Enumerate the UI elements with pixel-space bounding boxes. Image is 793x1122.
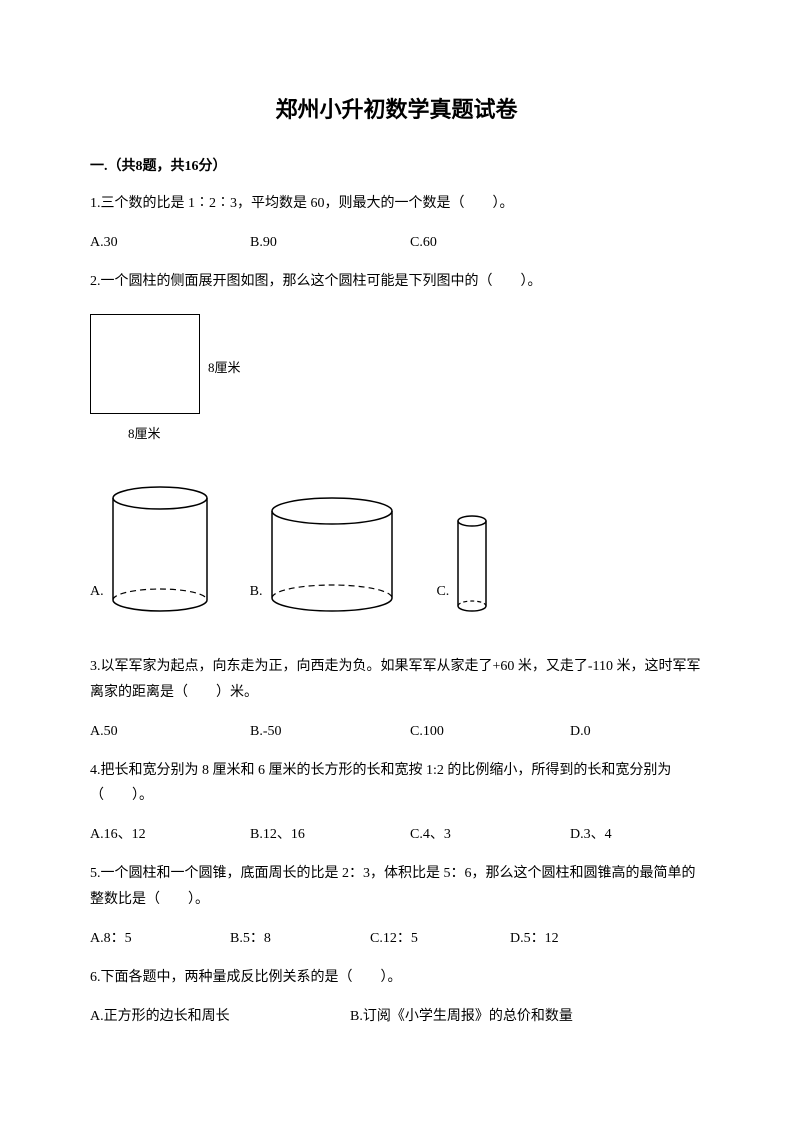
q3-opt-d: D.0 — [570, 719, 690, 744]
q5-opt-c: C.12：5 — [370, 926, 510, 951]
q5-opt-b: B.5：8 — [230, 926, 370, 951]
q6-opt-a: A.正方形的边长和周长 — [90, 1004, 350, 1029]
question-6: 6.下面各题中，两种量成反比例关系的是（ ）。 — [90, 965, 703, 990]
q1-opt-b: B.90 — [250, 230, 410, 255]
question-6-options: A.正方形的边长和周长 B.订阅《小学生周报》的总价和数量 — [90, 1004, 703, 1029]
q4-opt-b: B.12、16 — [250, 822, 410, 847]
question-5-options: A.8：5 B.5：8 C.12：5 D.5：12 — [90, 926, 703, 951]
q4-opt-c: C.4、3 — [410, 822, 570, 847]
cylinder-options-row: A. B. C. — [90, 474, 703, 614]
q5-opt-a: A.8：5 — [90, 926, 230, 951]
question-1-options: A.30 B.90 C.60 — [90, 230, 703, 255]
cylinder-b-icon — [268, 496, 396, 614]
page-title: 郑州小升初数学真题试卷 — [90, 90, 703, 130]
square-label-bottom: 8厘米 — [128, 422, 161, 445]
q1-opt-a: A.30 — [90, 230, 250, 255]
square-unfold-diagram: 8厘米 8厘米 — [90, 314, 290, 444]
q2-option-c: C. — [436, 514, 489, 614]
q4-opt-a: A.16、12 — [90, 822, 250, 847]
question-2: 2.一个圆柱的侧面展开图如图，那么这个圆柱可能是下列图中的（ ）。 — [90, 269, 703, 294]
question-4: 4.把长和宽分别为 8 厘米和 6 厘米的长方形的长和宽按 1:2 的比例缩小，… — [90, 758, 703, 808]
q1-opt-c: C.60 — [410, 230, 570, 255]
q2-opt-b-label: B. — [250, 579, 263, 614]
q3-opt-c: C.100 — [410, 719, 570, 744]
q2-option-a: A. — [90, 484, 210, 614]
q6-opt-b: B.订阅《小学生周报》的总价和数量 — [350, 1004, 573, 1029]
question-3: 3.以军军家为起点，向东走为正，向西走为负。如果军军从家走了+60 米，又走了-… — [90, 654, 703, 704]
q2-option-b: B. — [250, 496, 397, 614]
cylinder-a-icon — [110, 484, 210, 614]
question-1: 1.三个数的比是 1∶2∶3，平均数是 60，则最大的一个数是（ ）。 — [90, 191, 703, 216]
q2-opt-c-label: C. — [436, 579, 449, 614]
q3-opt-b: B.-50 — [250, 719, 410, 744]
q5-opt-d: D.5：12 — [510, 926, 630, 951]
cylinder-c-icon — [455, 514, 489, 614]
square-shape — [90, 314, 200, 414]
question-4-options: A.16、12 B.12、16 C.4、3 D.3、4 — [90, 822, 703, 847]
q4-opt-d: D.3、4 — [570, 822, 690, 847]
square-label-right: 8厘米 — [208, 356, 241, 379]
question-3-options: A.50 B.-50 C.100 D.0 — [90, 719, 703, 744]
q3-opt-a: A.50 — [90, 719, 250, 744]
section-header: 一.（共8题，共16分） — [90, 154, 703, 179]
question-5: 5.一个圆柱和一个圆锥，底面周长的比是 2：3，体积比是 5：6，那么这个圆柱和… — [90, 861, 703, 911]
q2-opt-a-label: A. — [90, 579, 104, 614]
